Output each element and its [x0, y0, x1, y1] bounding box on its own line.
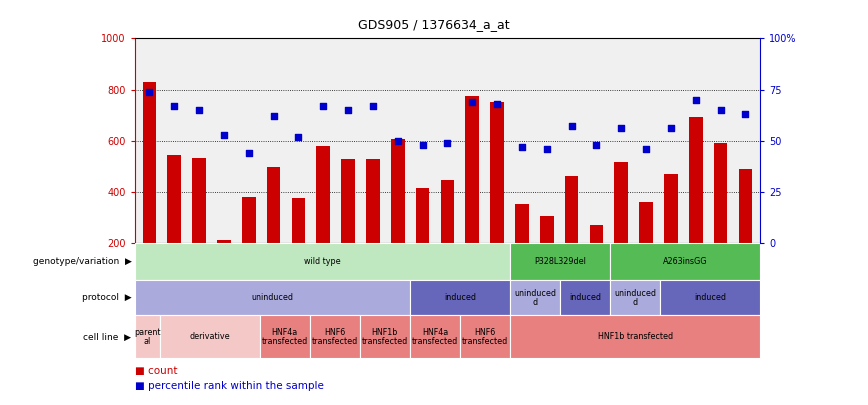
Point	[292, 133, 306, 140]
Bar	[410, 280, 510, 315]
Point	[713, 107, 727, 113]
Bar	[135, 280, 410, 315]
Text: parent
al: parent al	[134, 328, 161, 346]
Bar	[664, 175, 678, 243]
Point	[142, 88, 156, 95]
Bar	[142, 82, 156, 243]
Bar	[615, 162, 628, 243]
Bar	[560, 280, 610, 315]
Text: genotype/variation  ▶: genotype/variation ▶	[32, 257, 131, 266]
Point	[615, 125, 628, 132]
Bar	[260, 315, 310, 358]
Bar	[168, 155, 181, 243]
Bar	[713, 143, 727, 243]
Bar	[341, 159, 355, 243]
Point	[266, 113, 280, 119]
Text: protocol  ▶: protocol ▶	[82, 294, 131, 303]
Bar	[266, 167, 280, 243]
Text: ■ count: ■ count	[135, 366, 177, 376]
Bar	[410, 315, 460, 358]
Point	[490, 100, 504, 107]
Point	[316, 102, 330, 109]
Point	[168, 102, 181, 109]
Bar	[292, 198, 306, 243]
Point	[739, 111, 753, 117]
Bar	[160, 315, 260, 358]
Point	[341, 107, 355, 113]
Text: HNF1b
transfected: HNF1b transfected	[362, 328, 408, 346]
Bar	[242, 197, 255, 243]
Text: HNF1b transfected: HNF1b transfected	[598, 333, 673, 341]
Text: uninduced
d: uninduced d	[514, 289, 556, 307]
Bar	[135, 243, 510, 280]
Bar	[135, 315, 160, 358]
Bar	[510, 315, 760, 358]
Bar	[540, 216, 554, 243]
Bar	[360, 315, 410, 358]
Bar	[689, 117, 702, 243]
Point	[515, 143, 529, 150]
Text: HNF4a
transfected: HNF4a transfected	[261, 328, 308, 346]
Bar	[565, 177, 578, 243]
Point	[689, 96, 703, 103]
Point	[242, 150, 256, 156]
Point	[441, 139, 455, 146]
Text: induced: induced	[444, 294, 476, 303]
Point	[664, 125, 678, 132]
Bar	[317, 146, 330, 243]
Bar	[510, 280, 560, 315]
Point	[589, 141, 603, 148]
Point	[540, 145, 554, 152]
Bar	[391, 139, 404, 243]
Text: induced: induced	[569, 294, 602, 303]
Text: induced: induced	[694, 294, 727, 303]
Bar	[416, 188, 430, 243]
Text: ■ percentile rank within the sample: ■ percentile rank within the sample	[135, 381, 324, 391]
Bar	[510, 243, 610, 280]
Text: HNF4a
transfected: HNF4a transfected	[411, 328, 458, 346]
Bar	[366, 158, 380, 243]
Bar	[217, 240, 231, 243]
Text: P328L329del: P328L329del	[534, 257, 586, 266]
Text: derivative: derivative	[189, 333, 230, 341]
Text: uninduced: uninduced	[251, 294, 293, 303]
Bar	[460, 315, 510, 358]
Bar	[610, 280, 661, 315]
Text: GDS905 / 1376634_a_at: GDS905 / 1376634_a_at	[358, 18, 510, 31]
Bar	[441, 180, 454, 243]
Point	[366, 102, 380, 109]
Point	[465, 98, 479, 105]
Point	[391, 137, 404, 144]
Bar	[465, 96, 479, 243]
Point	[416, 141, 430, 148]
Point	[217, 131, 231, 138]
Text: uninduced
d: uninduced d	[615, 289, 656, 307]
Bar	[490, 102, 504, 243]
Point	[565, 123, 579, 130]
Bar	[739, 169, 753, 243]
Bar	[589, 225, 603, 243]
Point	[639, 145, 653, 152]
Bar	[193, 158, 206, 243]
Bar	[661, 280, 760, 315]
Text: wild type: wild type	[304, 257, 340, 266]
Bar	[515, 204, 529, 243]
Text: A263insGG: A263insGG	[663, 257, 707, 266]
Text: HNF6
transfected: HNF6 transfected	[312, 328, 358, 346]
Point	[192, 107, 206, 113]
Bar	[640, 202, 653, 243]
Text: HNF6
transfected: HNF6 transfected	[462, 328, 508, 346]
Text: cell line  ▶: cell line ▶	[83, 333, 131, 341]
Bar	[610, 243, 760, 280]
Bar	[310, 315, 360, 358]
